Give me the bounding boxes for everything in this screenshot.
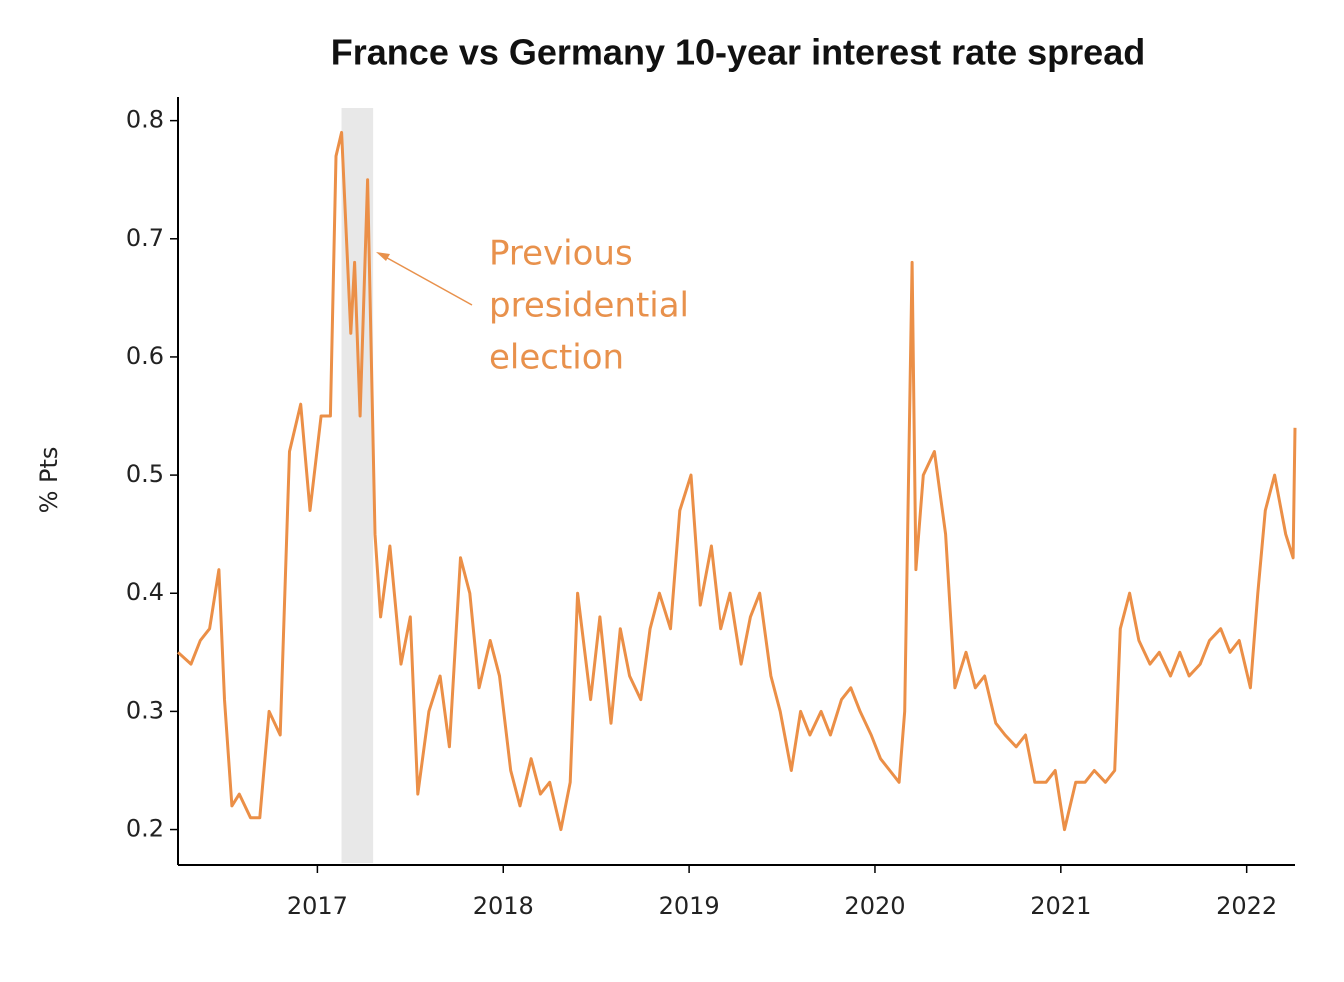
annotation: presidential — [489, 286, 689, 326]
annotation: election — [489, 338, 624, 378]
y-tick-label: 0.7 — [126, 224, 164, 252]
x-tick-label: 2019 — [659, 892, 720, 920]
annotation-arrow — [376, 252, 473, 306]
y-tick-label: 0.6 — [126, 342, 164, 370]
x-tick-label: 2022 — [1216, 892, 1277, 920]
y-axis-label: % Pts — [35, 447, 63, 514]
x-tick-label: 2020 — [844, 892, 905, 920]
annotation: Previous — [489, 234, 633, 274]
y-tick-label: 0.2 — [126, 815, 164, 843]
y-tick-label: 0.8 — [126, 106, 164, 134]
y-tick-label: 0.3 — [126, 696, 164, 724]
x-tick-label: 2018 — [473, 892, 534, 920]
x-tick-label: 2017 — [287, 892, 348, 920]
x-tick-label: 2021 — [1030, 892, 1091, 920]
chart-title: France vs Germany 10-year interest rate … — [331, 32, 1145, 73]
y-tick-label: 0.4 — [126, 578, 164, 606]
line — [176, 130, 1297, 832]
y-tick-label: 0.5 — [126, 460, 164, 488]
